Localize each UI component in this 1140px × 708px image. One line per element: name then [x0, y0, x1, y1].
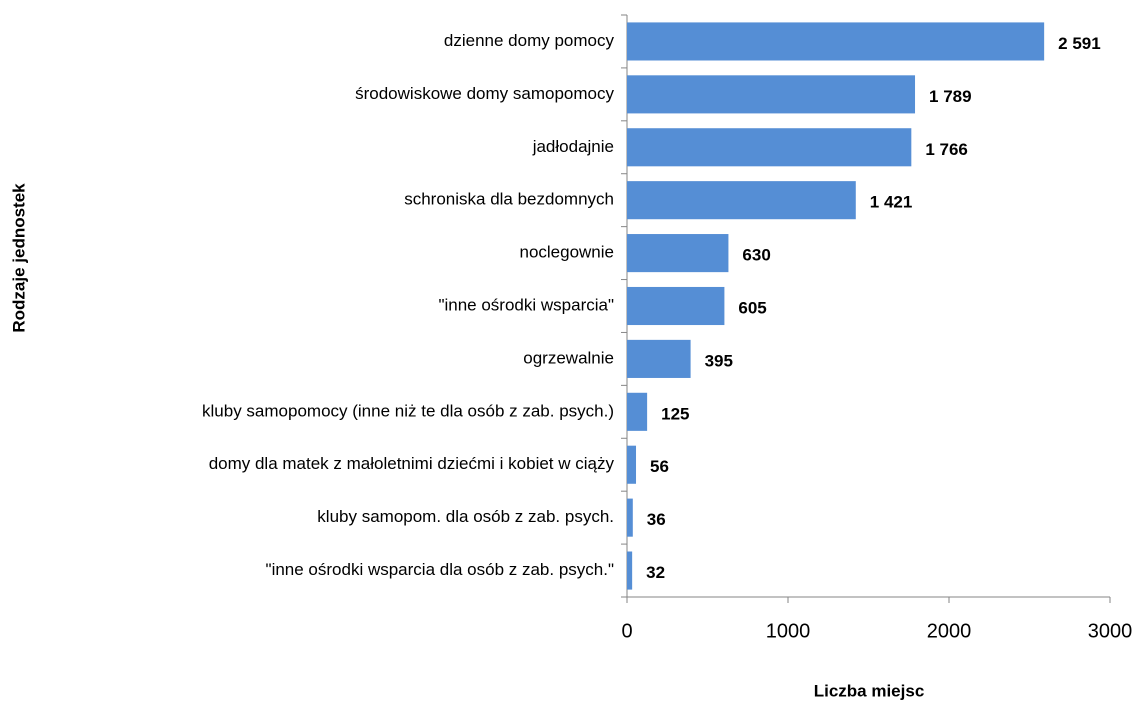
y-tick-label: dzienne domy pomocy — [444, 31, 615, 50]
bar — [627, 392, 648, 431]
value-label: 32 — [646, 563, 665, 582]
y-tick-label: domy dla matek z małoletnimi dziećmi i k… — [209, 454, 615, 473]
x-tick-label: 0 — [621, 620, 632, 642]
value-label: 605 — [738, 298, 766, 317]
bar — [627, 286, 725, 326]
value-label: 1 766 — [925, 140, 968, 159]
y-tick-label: środowiskowe domy samopomocy — [355, 84, 614, 103]
x-tick-label: 2000 — [927, 620, 972, 642]
bar — [627, 339, 691, 378]
y-tick-label: "inne ośrodki wsparcia dla osób z zab. p… — [266, 560, 614, 579]
y-tick-label: "inne ośrodki wsparcia" — [438, 295, 614, 314]
bar — [627, 234, 729, 273]
bar — [627, 445, 637, 484]
value-label: 36 — [647, 510, 666, 529]
y-tick-label: ogrzewalnie — [523, 348, 614, 367]
value-label: 395 — [705, 351, 733, 370]
value-label: 1 789 — [929, 87, 972, 106]
value-label: 125 — [661, 404, 689, 423]
bar — [627, 22, 1045, 61]
value-label: 630 — [742, 246, 770, 265]
x-tick-label: 3000 — [1088, 620, 1133, 642]
value-label: 2 591 — [1058, 34, 1101, 53]
value-label: 56 — [650, 457, 669, 476]
y-axis-title: Rodzaje jednostek — [9, 183, 28, 333]
y-tick-label: kluby samopomocy (inne niż te dla osób z… — [202, 401, 614, 420]
bar — [627, 128, 912, 167]
x-tick-label: 1000 — [766, 620, 811, 642]
y-tick-label: noclegownie — [519, 243, 614, 262]
value-label: 1 421 — [870, 193, 913, 212]
bar — [627, 551, 633, 590]
bar — [627, 75, 916, 114]
y-tick-label: schroniska dla bezdomnych — [404, 190, 614, 209]
y-tick-label: jadłodajnie — [532, 137, 614, 156]
bar — [627, 181, 856, 220]
x-axis-title: Liczba miejsc — [814, 681, 925, 700]
y-tick-label: kluby samopom. dla osób z zab. psych. — [317, 507, 614, 526]
bar — [627, 498, 633, 537]
